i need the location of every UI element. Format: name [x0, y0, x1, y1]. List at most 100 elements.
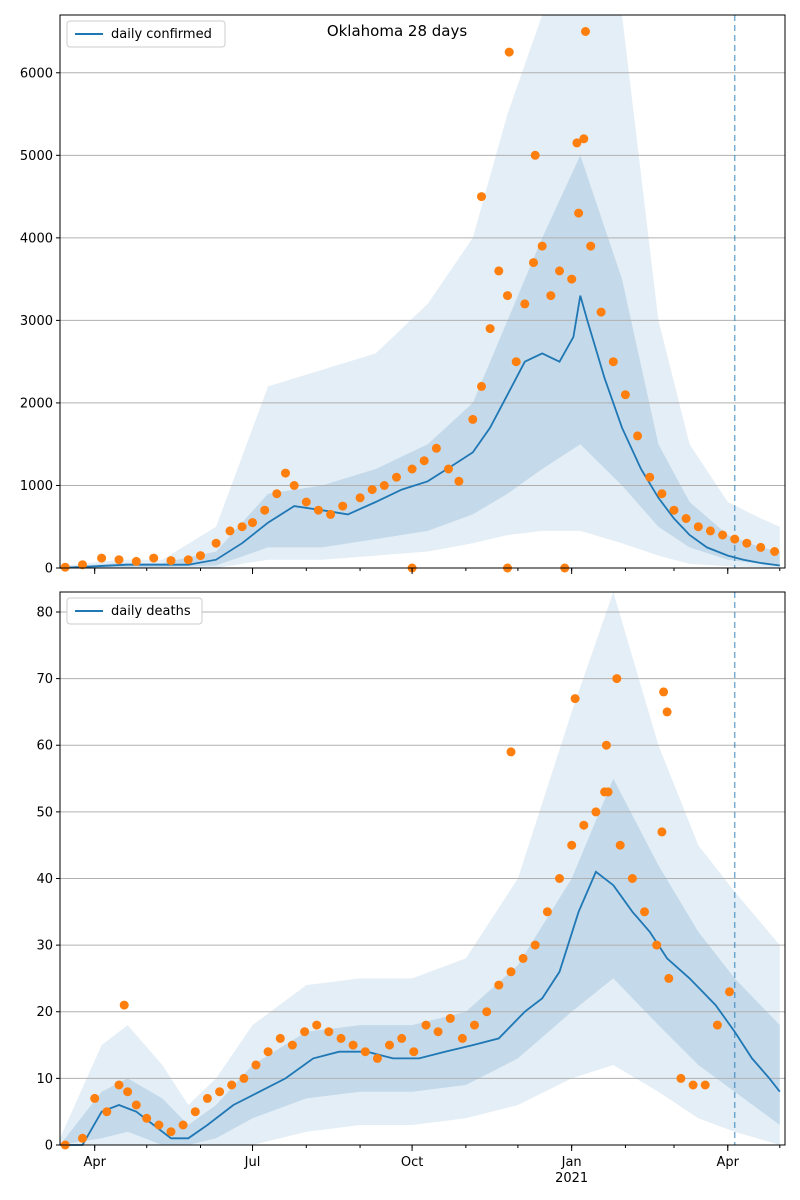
observed-point [555, 266, 564, 276]
observed-point [102, 1107, 112, 1117]
observed-point [482, 1007, 492, 1017]
observed-point [555, 874, 564, 883]
observed-point [511, 357, 521, 367]
y-tick-label-50: 50 [36, 805, 53, 820]
observed-point [657, 827, 667, 837]
panel-daily-confirmed: 0 1000 2000 3000 4000 5000 6000 Oklahoma 28 da… [20, 14, 786, 577]
y-tick-label-2000: 2000 [20, 396, 53, 411]
observed-point [574, 208, 584, 218]
observed-point [520, 299, 530, 309]
y-tick-label-5000: 5000 [20, 149, 53, 164]
band-inner [60, 778, 780, 1145]
observed-point [367, 485, 377, 495]
legend[interactable]: daily deaths [66, 597, 203, 625]
observed-point [301, 497, 311, 507]
observed-point [669, 505, 679, 515]
observed-point [600, 787, 610, 797]
observed-point [570, 694, 580, 704]
y-tick-label-0: 0 [45, 1139, 53, 1154]
observed-point [225, 526, 235, 536]
observed-point [530, 150, 540, 160]
observed-point [215, 1087, 225, 1097]
legend[interactable]: daily confirmed [66, 20, 226, 48]
observed-point [360, 1047, 370, 1057]
observed-point [633, 431, 643, 441]
series-line [60, 870, 781, 1146]
x-tick-label-oct: Oct [401, 1155, 423, 1170]
band-outer [60, 15, 780, 568]
observed-point [485, 324, 495, 334]
legend-box [66, 20, 226, 48]
observed-point [494, 980, 504, 990]
x-tick-label-jan: Jan [561, 1155, 582, 1170]
observed-point [718, 530, 728, 540]
observed-point [693, 522, 703, 532]
y-tick-label-20: 20 [36, 1005, 53, 1020]
confidence-bands [60, 592, 780, 1145]
observed-point [263, 1047, 273, 1057]
y-tick-label-40: 40 [36, 872, 53, 887]
observed-point [664, 973, 674, 983]
axes-frame [59, 591, 786, 1146]
confidence-bands [60, 15, 780, 569]
observed-point [196, 551, 205, 561]
series-line [59, 295, 780, 569]
observed-point [355, 493, 365, 503]
observed-point [494, 266, 504, 276]
y-tick-label-0: 0 [45, 562, 53, 577]
observed-point [287, 1040, 297, 1050]
y-tick-label-3000: 3000 [20, 314, 53, 329]
observed-point [579, 134, 589, 144]
observed-point [518, 953, 528, 963]
axes-frame [59, 14, 786, 569]
observed-point [652, 940, 662, 950]
observed-point [248, 518, 257, 528]
legend-box [66, 597, 203, 625]
observed-point [239, 1073, 249, 1083]
observed-point [431, 443, 441, 453]
line-daily-deaths [60, 870, 781, 1146]
observed-point [275, 1033, 285, 1043]
y-tick-label-4000: 4000 [20, 231, 53, 246]
observed-point [131, 556, 141, 566]
observed-point [433, 1027, 443, 1037]
observed-point [657, 489, 667, 499]
observed-point [579, 820, 589, 830]
x-axis-ticks [94, 568, 781, 574]
observed-point [662, 707, 672, 717]
observed-point [149, 553, 159, 563]
observed-point [659, 687, 669, 697]
observed-point [392, 472, 401, 482]
observed-point [289, 481, 299, 490]
observed-point [506, 747, 516, 757]
observed-point [596, 307, 606, 317]
observed-point [421, 1020, 431, 1030]
observed-point [742, 538, 752, 548]
observed-point [612, 674, 622, 684]
observed-point [78, 1133, 87, 1143]
observed-point [586, 241, 596, 251]
observed-point [114, 555, 124, 565]
observed-point [114, 1080, 124, 1090]
y-axis-ticks: 0 10 20 30 40 50 60 70 80 [36, 605, 60, 1154]
observed-point [681, 514, 691, 523]
line-daily-confirmed [59, 295, 780, 569]
observed-point [567, 840, 577, 850]
observed-point [770, 547, 780, 556]
y-tick-label-80: 80 [36, 605, 53, 620]
y-tick-label-30: 30 [36, 939, 53, 954]
observed-point [183, 555, 193, 565]
observed-point [688, 1080, 698, 1090]
observed-point [756, 542, 766, 552]
observed-point [166, 1127, 176, 1137]
observed-point [409, 1047, 419, 1057]
y-tick-label-60: 60 [36, 739, 53, 754]
observed-point [503, 291, 512, 301]
observed-point [407, 464, 417, 474]
observed-point [336, 1033, 346, 1043]
observed-point [397, 1033, 407, 1043]
observed-point [725, 987, 734, 997]
